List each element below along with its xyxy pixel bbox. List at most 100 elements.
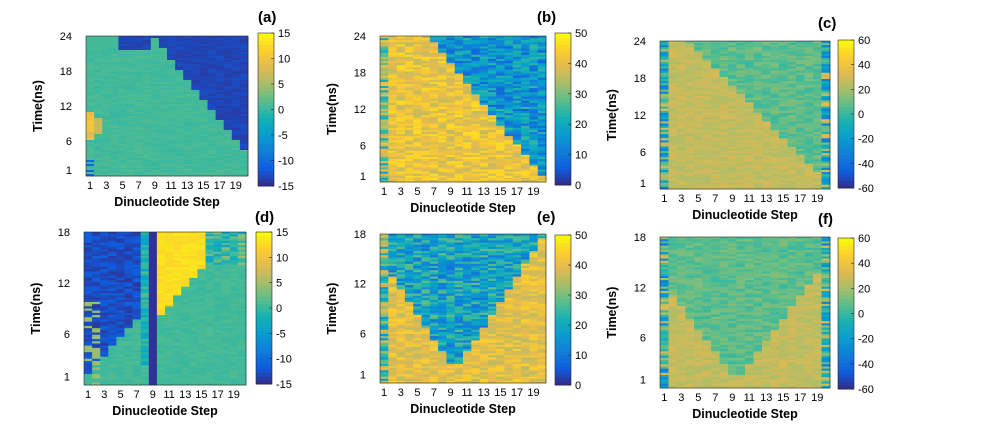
colorbar-swatch bbox=[258, 147, 274, 153]
heatmap-cell bbox=[165, 238, 174, 242]
heatmap-cell bbox=[796, 148, 805, 152]
heatmap-cell bbox=[711, 131, 720, 135]
heatmap-cell bbox=[471, 90, 480, 93]
heatmap-cell bbox=[134, 114, 144, 117]
heatmap-cell bbox=[487, 156, 497, 160]
heatmap-cell bbox=[719, 104, 729, 107]
colorbar-swatch bbox=[838, 95, 854, 100]
heatmap-cell bbox=[677, 148, 686, 152]
heatmap-cell bbox=[504, 150, 514, 154]
heatmap-cell bbox=[388, 117, 397, 120]
heatmap-cell bbox=[175, 122, 184, 125]
heatmap-cell bbox=[736, 134, 746, 137]
heatmap-cell bbox=[140, 258, 150, 261]
heatmap-cell bbox=[158, 132, 168, 135]
heatmap-cell bbox=[167, 152, 176, 155]
heatmap-cell bbox=[463, 79, 472, 83]
heatmap-cell bbox=[685, 98, 695, 101]
heatmap-cell bbox=[150, 158, 160, 161]
heatmap-cell bbox=[796, 93, 805, 97]
heatmap-cell bbox=[728, 102, 737, 105]
heatmap-cell bbox=[142, 102, 152, 105]
heatmap-cell bbox=[191, 144, 200, 147]
heatmap-cell bbox=[446, 136, 456, 139]
heatmap-cell bbox=[116, 284, 125, 288]
heatmap-cell bbox=[189, 245, 198, 248]
heatmap-cell bbox=[142, 162, 152, 165]
heatmap-cell bbox=[94, 166, 103, 169]
heatmap-cell bbox=[745, 148, 754, 152]
heatmap-cell bbox=[762, 153, 771, 156]
heatmap-cell bbox=[221, 232, 231, 235]
heatmap-cell bbox=[126, 172, 135, 175]
heatmap-cell bbox=[463, 69, 472, 72]
heatmap-cell bbox=[479, 54, 489, 58]
heatmap-cell bbox=[702, 93, 712, 97]
heatmap-cell bbox=[796, 138, 805, 141]
heatmap-cell bbox=[660, 163, 669, 167]
heatmap-cell bbox=[142, 174, 152, 177]
heatmap-cell bbox=[199, 144, 208, 147]
heatmap-cell bbox=[237, 291, 247, 294]
heatmap-cell bbox=[719, 64, 729, 67]
heatmap-cell bbox=[183, 94, 192, 97]
heatmap-cell bbox=[728, 55, 737, 59]
heatmap-cell bbox=[223, 150, 233, 153]
heatmap-cell bbox=[199, 150, 208, 153]
heatmap-cell bbox=[134, 56, 144, 59]
heatmap-cell bbox=[668, 131, 678, 135]
heatmap-cell bbox=[86, 84, 95, 87]
heatmap-cell bbox=[94, 112, 103, 115]
heatmap-cell bbox=[677, 142, 686, 145]
heatmap-cell bbox=[388, 50, 397, 54]
heatmap-cell bbox=[668, 117, 678, 120]
heatmap-cell bbox=[158, 138, 168, 141]
heatmap-cell bbox=[537, 115, 547, 118]
heatmap-cell bbox=[150, 56, 160, 59]
heatmap-cell bbox=[660, 91, 669, 95]
heatmap-cell bbox=[100, 249, 109, 253]
heatmap-cell bbox=[191, 152, 200, 155]
heatmap-cell bbox=[529, 73, 539, 77]
heatmap-cell bbox=[487, 102, 497, 106]
heatmap-cell bbox=[504, 173, 514, 177]
heatmap-cell bbox=[223, 174, 233, 177]
heatmap-cell bbox=[110, 146, 119, 149]
heatmap-cell bbox=[487, 173, 497, 177]
heatmap-cell bbox=[396, 73, 406, 77]
colorbar-swatch bbox=[258, 67, 274, 72]
heatmap-cell bbox=[167, 56, 176, 59]
heatmap-cell bbox=[736, 41, 746, 44]
heatmap-cell bbox=[124, 242, 133, 246]
heatmap-cell bbox=[199, 88, 208, 91]
heatmap-cell bbox=[677, 87, 686, 91]
heatmap-cell bbox=[446, 65, 456, 68]
heatmap-cell bbox=[429, 109, 439, 112]
heatmap-cell bbox=[779, 121, 788, 124]
heatmap-cell bbox=[213, 280, 223, 283]
heatmap-cell bbox=[487, 127, 497, 131]
heatmap-cell bbox=[102, 154, 111, 157]
heatmap-cell bbox=[118, 148, 127, 151]
heatmap-cell bbox=[199, 40, 208, 43]
heatmap-cell bbox=[796, 45, 805, 48]
heatmap-cell bbox=[380, 159, 389, 162]
heatmap-cell bbox=[770, 178, 780, 181]
heatmap-cell bbox=[438, 38, 447, 41]
heatmap-cell bbox=[668, 125, 678, 129]
heatmap-cell bbox=[388, 150, 397, 154]
heatmap-cell bbox=[94, 172, 103, 175]
heatmap-cell bbox=[413, 52, 422, 56]
heatmap-cell bbox=[438, 163, 447, 166]
heatmap-cell bbox=[239, 156, 249, 159]
heatmap-cell bbox=[496, 165, 505, 168]
heatmap-cell bbox=[677, 72, 686, 76]
heatmap-cell bbox=[702, 108, 712, 112]
heatmap-cell bbox=[156, 275, 166, 279]
heatmap-cell bbox=[396, 63, 406, 66]
heatmap-cell bbox=[512, 154, 522, 158]
heatmap-cell bbox=[231, 116, 241, 119]
heatmap-cell bbox=[175, 112, 184, 115]
heatmap-cell bbox=[529, 106, 539, 110]
heatmap-cell bbox=[668, 64, 678, 67]
